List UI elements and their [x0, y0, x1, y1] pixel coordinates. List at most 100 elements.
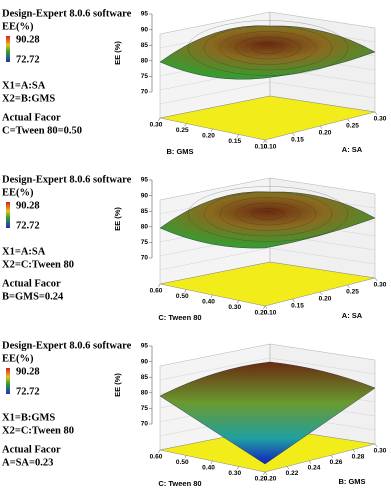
floor-tick: [292, 132, 295, 136]
z-tick-label: 70: [141, 89, 149, 96]
floor-tick-label: 0.30: [374, 116, 387, 123]
floor-tick: [352, 449, 356, 453]
floor-tick: [347, 118, 350, 122]
floor-tick-label: 0.22: [286, 470, 299, 477]
wall-grid: [269, 247, 376, 265]
floor-tick: [158, 283, 161, 287]
legend-title: EE(%): [2, 353, 34, 364]
floor-tick: [292, 298, 295, 302]
contour-ring: [219, 31, 317, 65]
floor-tick-label: 0.26: [330, 459, 343, 466]
z-tick-label: 85: [141, 42, 149, 49]
floor-tick-label: 0.10: [264, 144, 277, 151]
legend-max: 90.28: [16, 366, 40, 377]
color-bar: [6, 368, 10, 394]
contour-ring: [235, 202, 301, 226]
panel: Design-Expert 8.0.6 software EE(%) 90.28 72…: [2, 340, 387, 488]
z-tick-label: 80: [141, 390, 149, 397]
z-tick-label: 95: [141, 11, 149, 18]
floor-tick-label: 0.20: [319, 296, 332, 303]
floor-tick: [210, 460, 213, 464]
floor-tick-label: 0.40: [202, 299, 215, 306]
floor-tick-label: 0.10: [255, 144, 268, 151]
floor-tick: [236, 300, 239, 304]
floor-tick-label: 0.20: [255, 476, 268, 483]
floor-tick-label: 0.25: [346, 123, 359, 130]
z-axis-label: EE (%): [113, 373, 122, 397]
left-axis-label: C: Tween 80: [158, 479, 201, 488]
contour-ring: [203, 191, 333, 237]
legend-min: 72.72: [16, 220, 40, 231]
contour-ring: [235, 36, 301, 60]
actual-factor: C=Tween 80=0.50: [2, 125, 82, 136]
legend-min: 72.72: [16, 386, 40, 397]
panel: Design-Expert 8.0.6 software EE(%) 90.28 72…: [2, 8, 387, 156]
factor-x2: X2=B:GMS: [2, 93, 55, 104]
right-axis-label: A: SA: [342, 145, 363, 154]
floor-tick: [210, 294, 213, 298]
wall-grid: [269, 357, 376, 375]
floor-tick-label: 0.20: [202, 133, 215, 140]
legend-max: 90.28: [16, 200, 40, 211]
z-tick-label: 95: [141, 343, 149, 350]
floor-tick: [158, 449, 161, 453]
floor-tick: [347, 284, 350, 288]
floor-tick-label: 0.20: [255, 310, 268, 317]
wall-grid: [269, 81, 376, 99]
software-title: Design-Expert 8.0.6 software: [2, 340, 132, 351]
floor-tick: [236, 134, 239, 138]
wall-grid: [159, 247, 271, 271]
floor-tick: [158, 117, 161, 121]
floor-tick-label: 0.60: [150, 454, 163, 461]
color-bar: [6, 202, 10, 228]
floor-tick: [330, 455, 334, 459]
floor-tick: [286, 466, 290, 470]
response-surface: [159, 191, 376, 249]
floor-tick: [319, 125, 323, 129]
floor-tick-label: 0.30: [228, 304, 241, 311]
factor-x1: X1=A:SA: [2, 80, 46, 91]
color-bar: [6, 36, 10, 62]
z-axis-label: EE (%): [113, 207, 122, 231]
right-axis-label: B: GMS: [338, 477, 365, 486]
floor-tick: [263, 471, 266, 475]
legend-max: 90.28: [16, 34, 40, 45]
contour-ring: [219, 197, 317, 231]
floor-tick: [184, 123, 187, 127]
legend-title: EE(%): [2, 187, 34, 198]
software-title: Design-Expert 8.0.6 software: [2, 8, 132, 19]
legend-title: EE(%): [2, 21, 34, 32]
floor-tick-label: 0.50: [176, 293, 189, 300]
wall-grid: [159, 357, 271, 381]
z-tick-label: 90: [141, 358, 149, 365]
floor-tick-label: 0.50: [176, 459, 189, 466]
actual-factor: B=GMS=0.24: [2, 291, 64, 302]
floor-tick-label: 0.15: [228, 138, 241, 145]
z-tick-label: 80: [141, 224, 149, 231]
z-tick-label: 70: [141, 255, 149, 262]
floor-tick-label: 0.15: [291, 137, 304, 144]
floor-tick-label: 0.20: [264, 476, 277, 483]
factor-x1: X1=B:GMS: [2, 412, 55, 423]
right-axis-label: A: SA: [342, 311, 363, 320]
contour-ring: [251, 208, 285, 220]
floor-tick-label: 0.15: [291, 303, 304, 310]
floor-tick-label: 0.40: [202, 465, 215, 472]
contour-ring: [187, 20, 349, 76]
floor-tick: [184, 289, 187, 293]
floor-tick: [264, 139, 268, 143]
z-tick-label: 90: [141, 26, 149, 33]
floor-tick-label: 0.10: [264, 310, 277, 317]
floor-tick-label: 0.30: [374, 448, 387, 455]
contour-ring: [251, 42, 285, 54]
floor-tick-label: 0.24: [308, 465, 321, 472]
floor-tick: [319, 291, 323, 295]
factor-x2: X2=C:Tween 80: [2, 259, 74, 270]
floor-tick: [264, 471, 268, 475]
left-axis-label: C: Tween 80: [158, 313, 201, 322]
contour-ring: [203, 25, 333, 71]
floor-tick-label: 0.28: [352, 453, 365, 460]
floor-tick: [374, 277, 378, 281]
actual-factor-label: Actual Facor: [2, 444, 61, 455]
